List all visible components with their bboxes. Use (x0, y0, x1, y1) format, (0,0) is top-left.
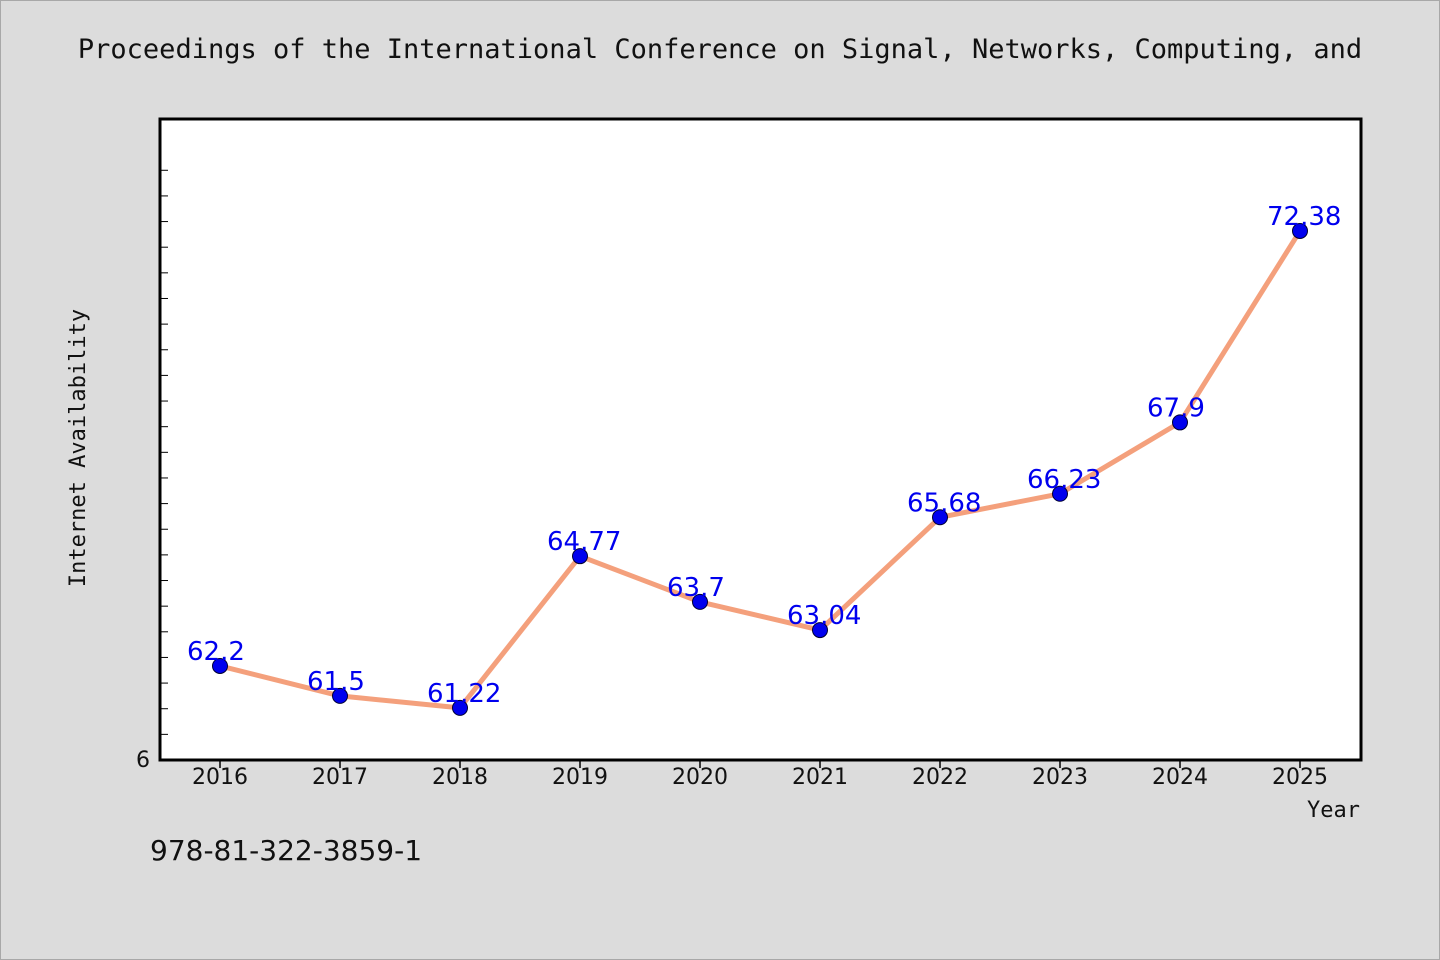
page-title: Proceedings of the International Confere… (77, 34, 1363, 65)
data-label: 72.38 (1267, 202, 1341, 232)
data-point-marker (332, 687, 348, 704)
data-point-marker (1052, 485, 1068, 502)
x-tick-label: 2024 (1152, 765, 1208, 790)
data-point-marker (212, 657, 228, 674)
x-tick-label: 2023 (1032, 765, 1088, 790)
y-axis-ticks: 6 (136, 169, 168, 773)
data-point-marker (812, 622, 828, 639)
data-point-marker (932, 509, 948, 526)
series-layer: 62.2 61.5 61.22 64.77 63.7 63.04 65.68 66.23 67.… (187, 202, 1341, 716)
x-tick-label: 2025 (1272, 765, 1328, 790)
y-tick-label: 6 (136, 748, 150, 773)
y-axis-title: Internet Availability (66, 309, 91, 587)
data-label: 61.5 (307, 667, 365, 697)
isbn-footer: 978-81-322-3859-1 (150, 834, 423, 867)
data-label: 63.04 (787, 601, 861, 631)
x-tick-label: 2020 (672, 765, 728, 790)
data-point-marker (692, 593, 708, 610)
plot-area (158, 117, 1363, 762)
x-tick-label: 2018 (432, 765, 488, 790)
data-label: 61.22 (427, 679, 501, 709)
x-tick-label: 2017 (312, 765, 368, 790)
x-tick-label: 2022 (912, 765, 968, 790)
x-tick-label: 2019 (552, 765, 608, 790)
data-point-marker (572, 548, 588, 565)
data-label: 66.23 (1027, 465, 1101, 495)
data-point-marker (452, 699, 468, 716)
data-label: 64.77 (547, 527, 621, 557)
series-line (219, 229, 1303, 711)
x-axis-title: Year (1307, 798, 1360, 823)
data-label: 65.68 (907, 488, 981, 518)
x-tick-label: 2021 (792, 765, 848, 790)
data-point-marker (1172, 414, 1188, 431)
data-label: 63.7 (667, 573, 725, 603)
x-axis-ticks: 2016 2017 2018 2019 2020 2021 2022 2023 2024 2025 (192, 760, 1328, 790)
data-label: 67.9 (1147, 393, 1205, 423)
data-point-marker (1292, 222, 1308, 239)
x-tick-label: 2016 (192, 765, 248, 790)
data-label: 62.2 (187, 637, 245, 667)
